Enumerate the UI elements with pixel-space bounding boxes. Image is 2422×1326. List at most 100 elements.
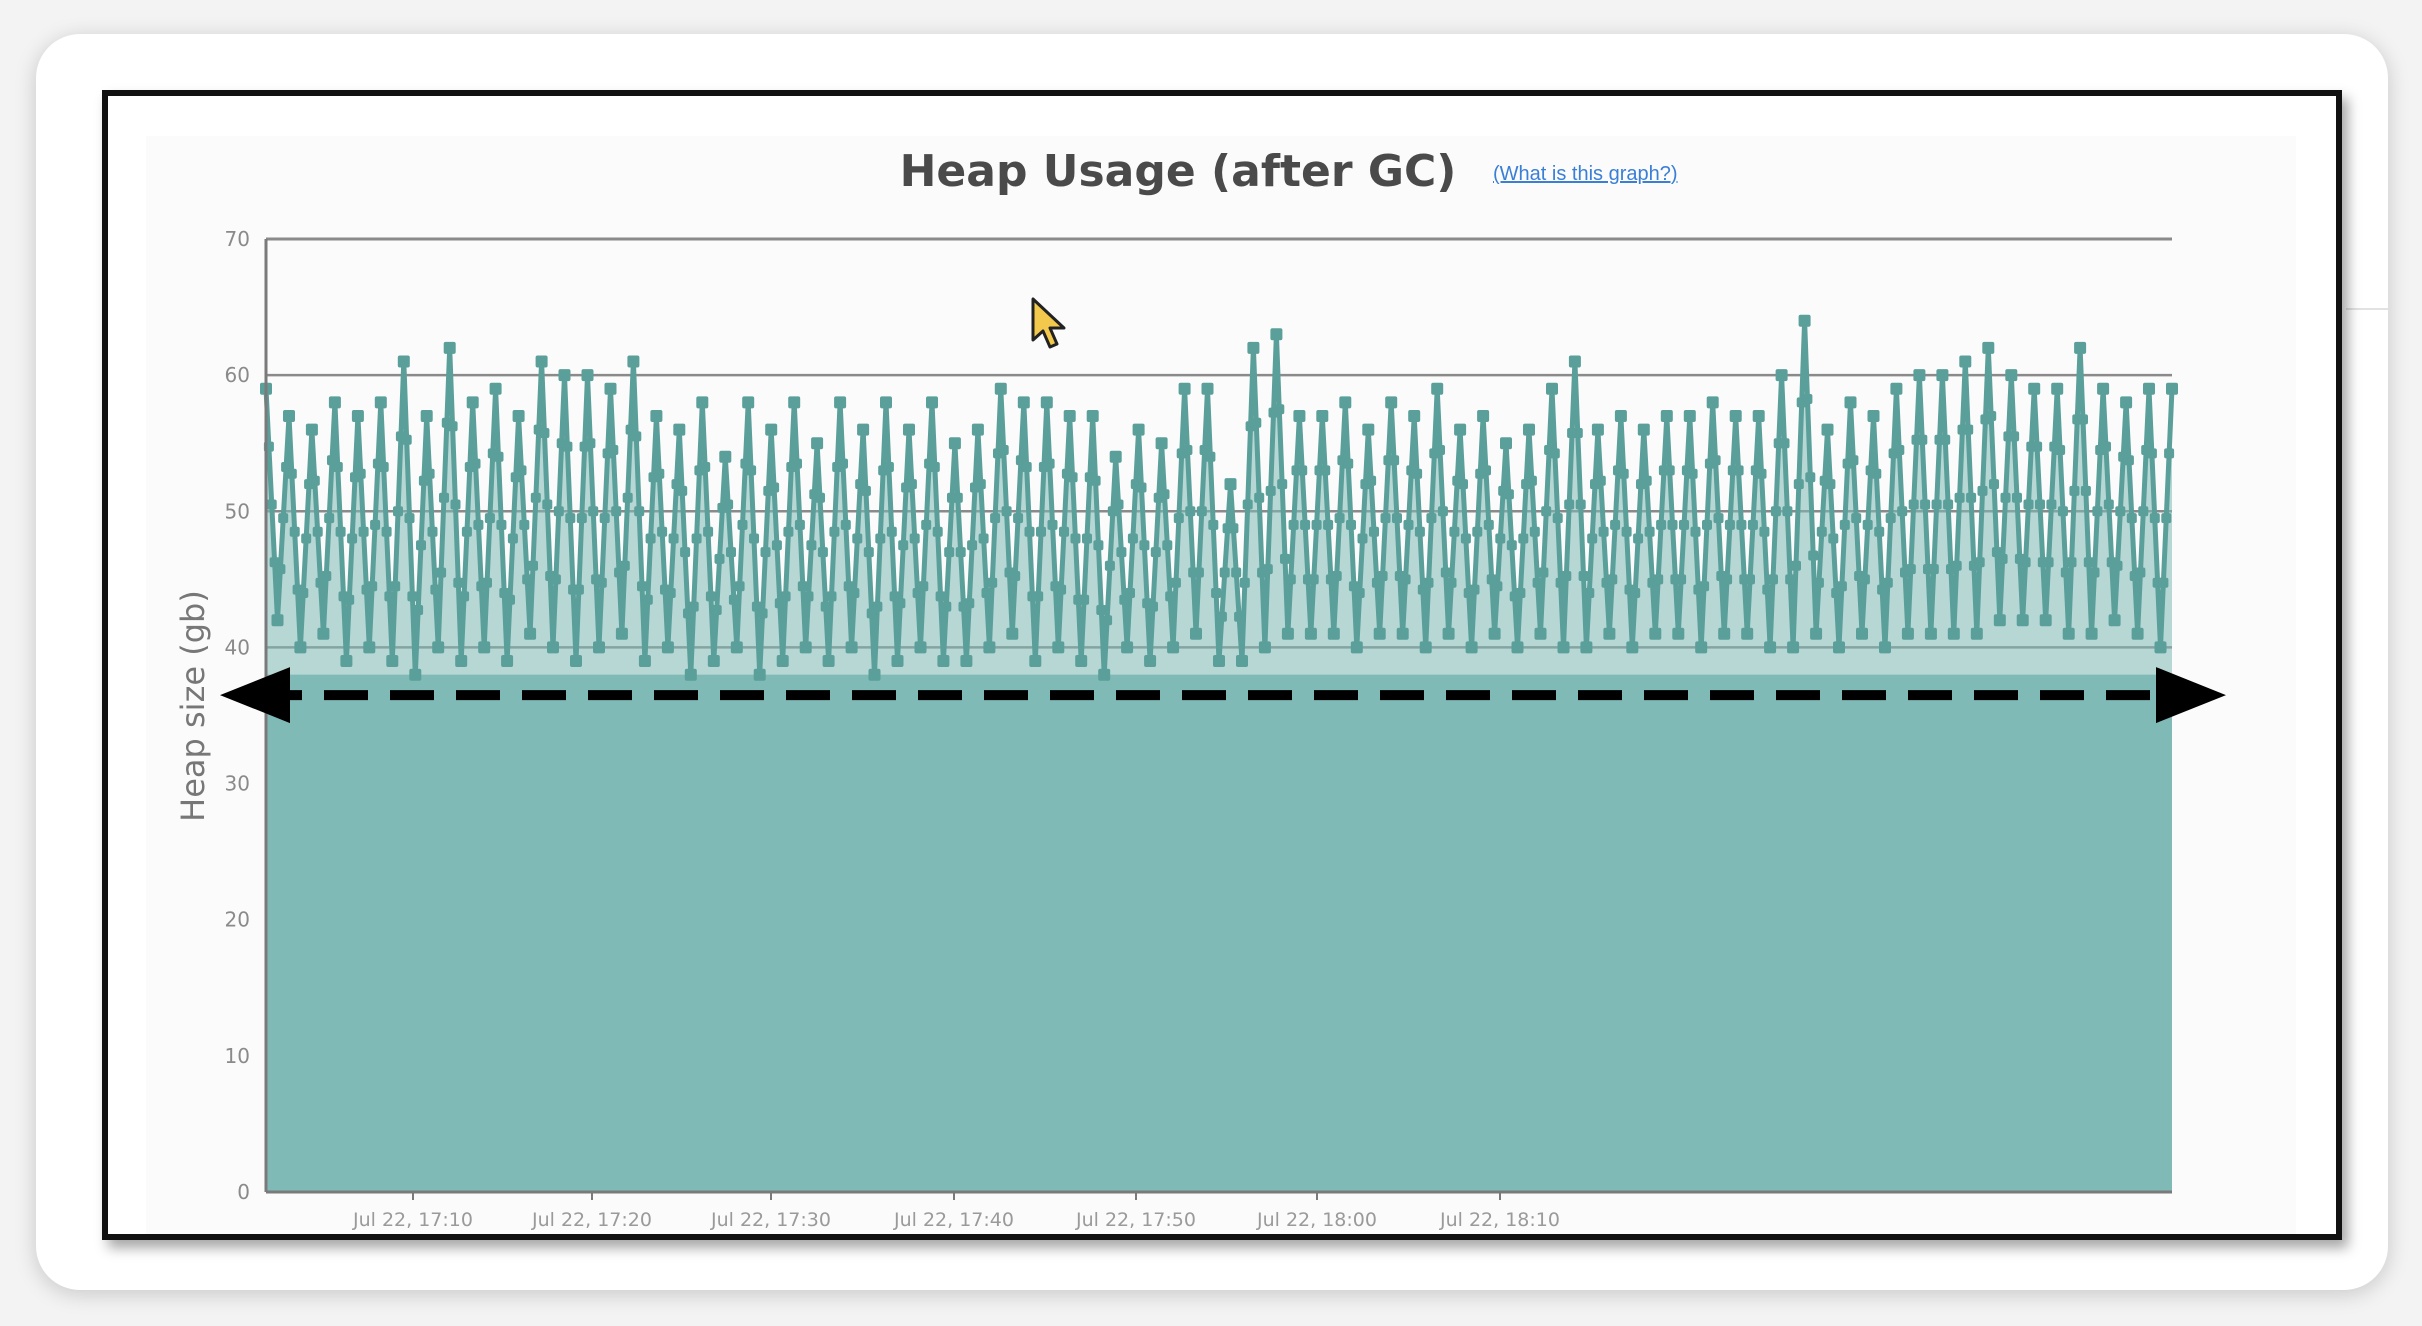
trough-point bbox=[363, 641, 376, 654]
y-tick-label: 60 bbox=[225, 363, 250, 387]
peak-point bbox=[1546, 382, 1558, 395]
data-point bbox=[530, 492, 541, 503]
peak-point bbox=[1637, 423, 1650, 436]
trough-point bbox=[478, 641, 491, 654]
data-point bbox=[964, 598, 975, 609]
data-point bbox=[1280, 553, 1290, 564]
trough-point bbox=[1121, 641, 1134, 654]
data-point bbox=[1862, 519, 1873, 530]
data-point bbox=[2000, 492, 2011, 503]
data-point bbox=[1093, 540, 1104, 551]
data-point bbox=[367, 581, 378, 592]
data-point bbox=[1618, 468, 1629, 479]
x-tick-label: Jul 22, 17:20 bbox=[531, 1209, 652, 1231]
data-point bbox=[1986, 411, 1997, 421]
data-point bbox=[2057, 506, 2068, 517]
data-point bbox=[1793, 479, 1804, 490]
data-point bbox=[2069, 485, 2080, 496]
data-point bbox=[622, 492, 633, 503]
trough-point bbox=[1236, 655, 1248, 667]
data-point bbox=[2060, 567, 2071, 578]
data-point bbox=[1096, 605, 1107, 615]
y-tick-label: 70 bbox=[225, 227, 250, 251]
trough-point bbox=[1901, 627, 1914, 640]
data-point bbox=[453, 577, 464, 588]
trough-point bbox=[1672, 627, 1685, 640]
peak-point bbox=[1844, 396, 1857, 409]
data-point bbox=[723, 499, 734, 510]
data-point bbox=[1162, 540, 1173, 551]
data-point bbox=[797, 581, 808, 592]
arrow-left-icon bbox=[220, 667, 290, 724]
data-point bbox=[1805, 472, 1816, 483]
help-link[interactable]: (What is this graph?) bbox=[1493, 163, 1678, 185]
data-point bbox=[1044, 458, 1055, 469]
data-point bbox=[1274, 404, 1285, 415]
trough-point bbox=[1626, 641, 1639, 654]
data-point bbox=[576, 513, 587, 524]
data-point bbox=[1931, 499, 1942, 510]
data-point bbox=[688, 601, 699, 612]
chart-frame: 0 10 20 30 40 50 60 70 Jul 22, 17:10 Jul 22, 17:2… bbox=[102, 90, 2342, 1240]
peak-point bbox=[857, 423, 870, 436]
peak-point bbox=[1477, 410, 1490, 422]
data-point bbox=[680, 547, 691, 558]
peak-point bbox=[1109, 450, 1122, 463]
data-point bbox=[1710, 455, 1721, 466]
data-point bbox=[1943, 499, 1954, 510]
trough-point bbox=[1029, 655, 1042, 667]
data-point bbox=[1423, 577, 1434, 588]
data-point bbox=[1148, 601, 1158, 612]
trough-point bbox=[1856, 627, 1868, 640]
data-point bbox=[1503, 489, 1514, 500]
data-point bbox=[1575, 499, 1586, 510]
trough-point bbox=[1534, 627, 1547, 640]
x-tick-label: Jul 22, 18:10 bbox=[1439, 1209, 1560, 1231]
data-point bbox=[2055, 445, 2066, 455]
data-point bbox=[565, 513, 576, 524]
data-point bbox=[1437, 506, 1448, 517]
data-point bbox=[1848, 455, 1859, 466]
data-point bbox=[2092, 506, 2103, 517]
data-point bbox=[1506, 540, 1517, 551]
peak-point bbox=[834, 396, 847, 409]
data-point bbox=[1056, 584, 1067, 595]
peak-point bbox=[1017, 396, 1030, 409]
trough-point bbox=[2085, 627, 2098, 640]
data-point bbox=[1897, 506, 1908, 517]
data-point bbox=[838, 458, 848, 469]
data-point bbox=[803, 591, 814, 602]
data-point bbox=[1196, 506, 1207, 517]
data-point bbox=[1917, 434, 1928, 445]
data-point bbox=[921, 519, 932, 530]
data-point bbox=[1745, 574, 1755, 585]
y-axis-label: Heap size (gb) bbox=[174, 590, 212, 822]
trough-point bbox=[937, 655, 950, 667]
data-point bbox=[588, 506, 599, 517]
trough-point bbox=[1764, 641, 1777, 654]
trough-point bbox=[1695, 641, 1708, 654]
data-point bbox=[637, 581, 647, 592]
data-point bbox=[806, 540, 817, 551]
data-point bbox=[430, 584, 441, 595]
peak-point bbox=[1913, 369, 1926, 382]
trough-point bbox=[271, 614, 284, 627]
data-point bbox=[826, 591, 837, 602]
data-point bbox=[344, 594, 355, 605]
trough-point bbox=[1419, 641, 1432, 654]
data-point bbox=[1216, 611, 1227, 622]
trough-point bbox=[1442, 627, 1455, 640]
data-point bbox=[1713, 513, 1724, 524]
data-point bbox=[370, 519, 381, 530]
data-point bbox=[1481, 465, 1491, 476]
data-point bbox=[1779, 438, 1790, 449]
peak-point bbox=[581, 369, 594, 382]
data-point bbox=[1239, 577, 1250, 588]
data-point bbox=[1104, 560, 1115, 571]
data-point bbox=[1940, 434, 1951, 445]
peak-point bbox=[1706, 396, 1719, 409]
data-point bbox=[1954, 492, 1965, 503]
data-point bbox=[1828, 533, 1839, 544]
trough-point bbox=[753, 668, 766, 681]
data-point bbox=[714, 553, 725, 564]
